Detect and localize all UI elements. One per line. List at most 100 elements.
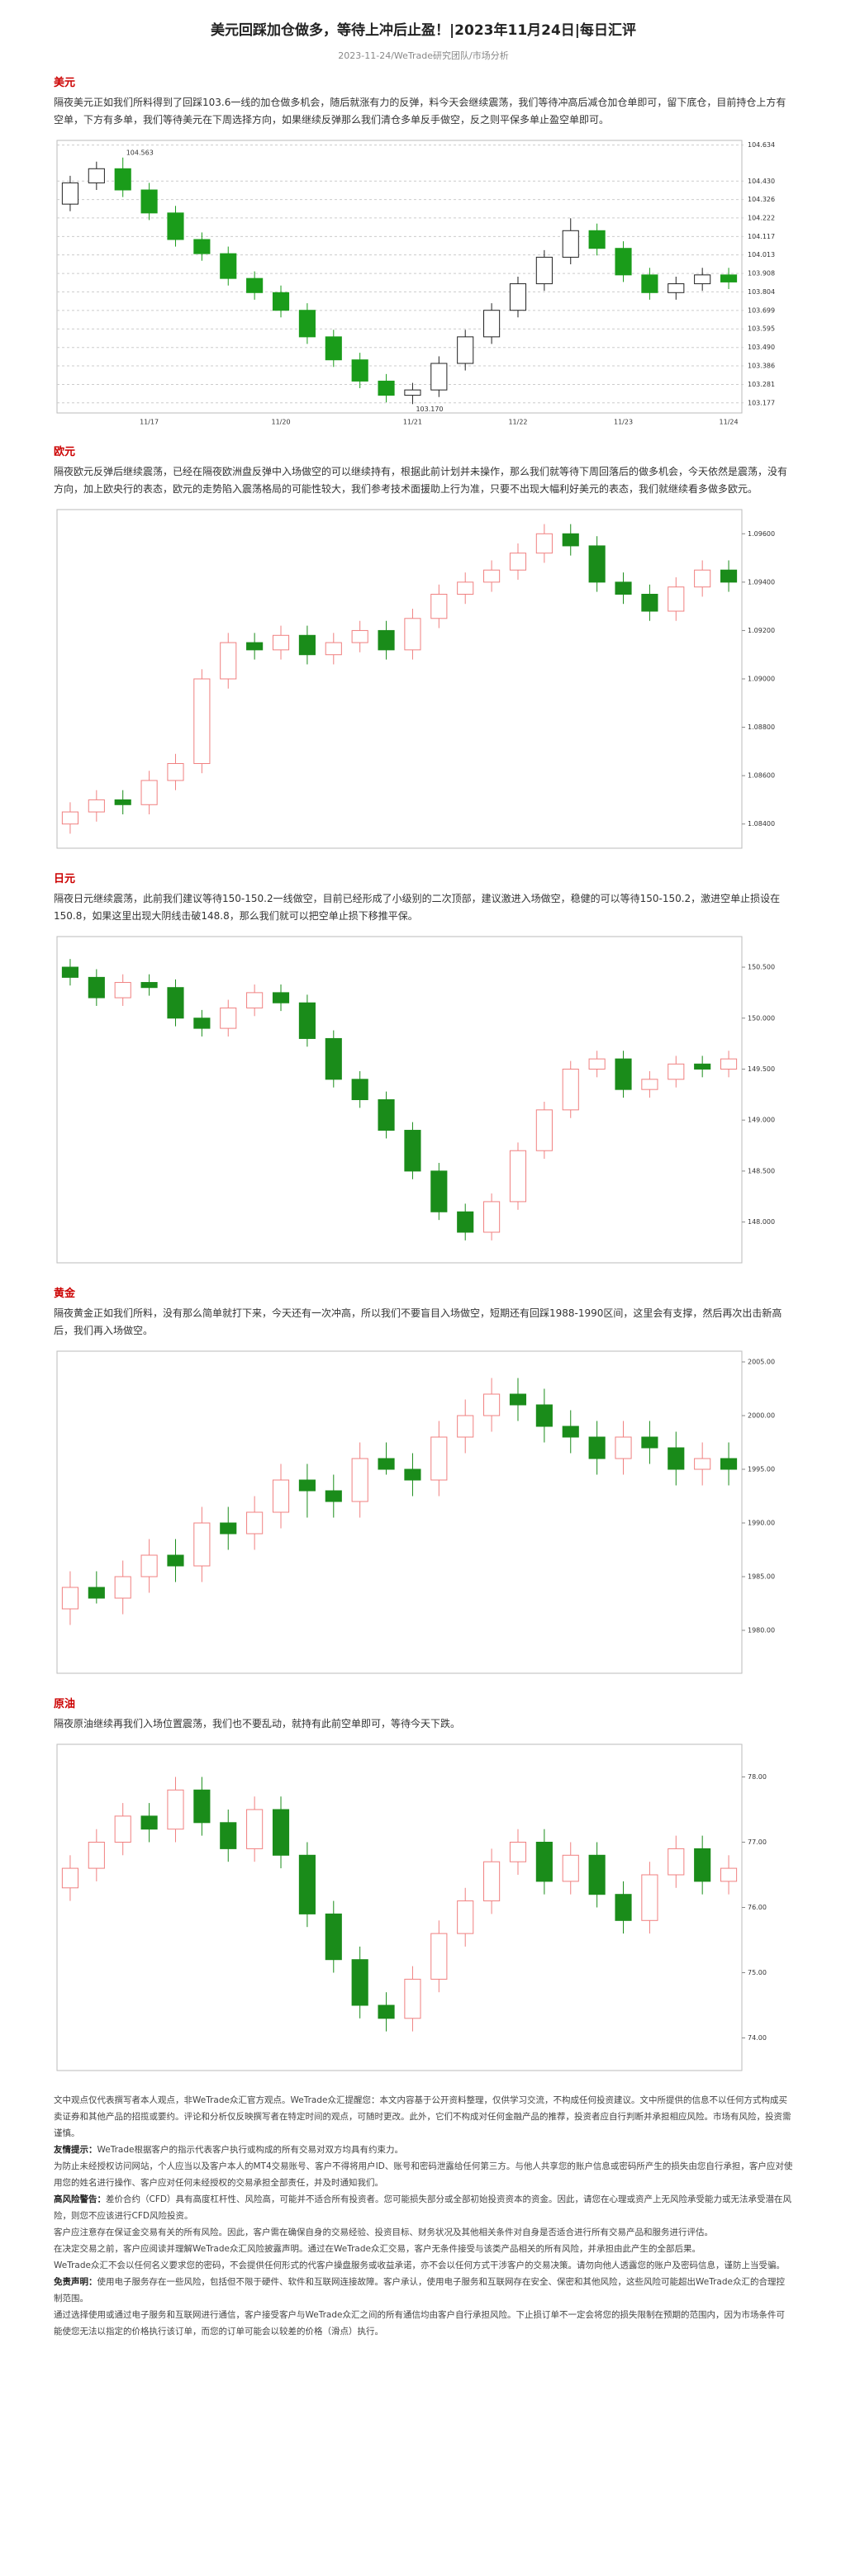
candle-body (720, 569, 738, 583)
candle-body (272, 1479, 290, 1513)
candle-body (457, 1900, 474, 1934)
candle-body (483, 310, 501, 338)
candle-body (562, 230, 579, 258)
candle-body (378, 1458, 395, 1470)
plot-frame (56, 509, 743, 849)
candle-body (298, 634, 316, 656)
candle-body (325, 1037, 342, 1080)
y-tick-label: 104.326 (748, 196, 775, 203)
disclaimer-label: 高风险警告： (54, 2194, 106, 2204)
candle-body (668, 283, 685, 293)
candle-body (88, 976, 105, 999)
candlestick-chart: 148.000 148.500 149.000 149.500 150.000 150.5… (56, 936, 775, 1264)
candle-body (61, 811, 79, 825)
candle-body (457, 336, 474, 364)
candle-body (641, 274, 658, 293)
y-tick-label: 2000.00 (748, 1412, 775, 1420)
candle-body (167, 763, 184, 781)
candle-body (457, 581, 474, 595)
y-tick-label: 103.490 (748, 344, 775, 351)
candle-body (140, 1815, 158, 1830)
candle-body (430, 363, 448, 391)
y-tick-label: 149.000 (748, 1117, 775, 1124)
candle-body (220, 1522, 237, 1535)
plot-frame (56, 1350, 743, 1674)
plot-frame (56, 140, 743, 414)
page-title: 美元回踩加仓做多，等待上冲后止盈！|2023年11月24日|每日汇评 (210, 22, 637, 39)
candle-body (167, 987, 184, 1019)
disclaimer-paragraph: WeTrade众汇不会以任何名义要求您的密码，不会提供任何形式的代客户操盘服务或… (54, 2257, 793, 2274)
candle-body (641, 1874, 658, 1921)
disclaimer-paragraph: 为防止未经授权访问网站，个人应当以及客户本人的MT4交易账号、客户不得将用户ID… (54, 2158, 793, 2191)
y-tick-label: 78.00 (748, 1773, 767, 1781)
candle-body (378, 380, 395, 396)
candle-body (404, 618, 421, 651)
disclaimer-label: 免责声明： (54, 2277, 97, 2287)
candle-body (193, 678, 211, 764)
disclaimer-text: 差价合约（CFD）具有高度杠杆性、风险高，可能并不适合所有投资者。您可能损失部分… (54, 2194, 791, 2221)
candle-body (535, 1404, 553, 1427)
candle-body (351, 1079, 368, 1100)
candle-body (114, 982, 131, 999)
section-heading: 原油 (54, 1698, 76, 1710)
candle-body (615, 248, 632, 276)
candle-body (298, 1479, 316, 1492)
candle-body (378, 1099, 395, 1131)
x-tick-label: 11/21 (403, 419, 422, 426)
candle-body (193, 1018, 211, 1029)
section-paragraph: 隔夜黄金正如我们所料，没有那么简单就打下来，今天还有一次冲高，所以我们不要盲目入… (54, 1307, 782, 1336)
candle-body (61, 182, 79, 205)
y-tick-label: 104.222 (748, 214, 775, 221)
candle-body (167, 212, 184, 240)
plot-frame (56, 1743, 743, 2071)
section-paragraph: 隔夜日元继续震荡，此前我们建议等待150-150.2一线做空，目前已经形成了小级… (54, 893, 781, 922)
candle-body (114, 1815, 131, 1843)
candle-body (430, 1436, 448, 1481)
y-tick-label: 76.00 (748, 1904, 767, 1911)
candle-body (668, 1063, 685, 1080)
candle-body (588, 1854, 606, 1895)
candle-body (668, 1848, 685, 1876)
candle-body (61, 1867, 79, 1889)
candle-body (140, 780, 158, 805)
candle-body (325, 642, 342, 656)
x-tick-label: 11/22 (508, 419, 527, 426)
candle-body (430, 1933, 448, 1980)
disclaimer-paragraph: 通过选择使用或通过电子服务和互联网进行通信，客户接受客户与WeTrade众汇之间… (54, 2307, 793, 2340)
candle-body (641, 594, 658, 612)
candle-body (562, 533, 579, 547)
candle-body (509, 1150, 527, 1203)
disclaimer-text: 使用电子服务存在一些风险，包括但不限于硬件、软件和互联网连接故障。客户承认，使用… (54, 2277, 785, 2303)
x-tick-label: 11/24 (720, 419, 739, 426)
candle-body (694, 1458, 711, 1470)
candle-body (246, 992, 264, 1008)
price-annotation: 104.563 (126, 149, 154, 156)
candle-body (641, 1079, 658, 1090)
y-tick-label: 103.908 (748, 270, 775, 278)
y-tick-label: 74.00 (748, 2034, 767, 2042)
candle-body (720, 1058, 738, 1070)
y-tick-label: 2005.00 (748, 1359, 775, 1366)
candle-body (615, 581, 632, 595)
candle-body (88, 1842, 105, 1869)
y-tick-label: 1.08800 (748, 723, 775, 731)
candle-body (351, 359, 368, 382)
y-tick-label: 104.430 (748, 178, 775, 185)
y-tick-label: 104.013 (748, 251, 775, 259)
section-heading: 日元 (54, 873, 76, 885)
candle-body (193, 1789, 211, 1824)
disclaimer-text: 在决定交易之前，客户应阅读并理解WeTrade众汇风险披露声明。通过在WeTra… (54, 2244, 701, 2254)
candle-body (114, 799, 131, 805)
disclaimer-paragraph: 免责声明：使用电子服务存在一些风险，包括但不限于硬件、软件和互联网连接故障。客户… (54, 2274, 793, 2307)
y-tick-label: 103.386 (748, 363, 775, 370)
candle-body (167, 1789, 184, 1830)
candle-body (351, 1458, 368, 1502)
candle-body (535, 256, 553, 285)
y-tick-label: 1980.00 (748, 1627, 775, 1634)
candlestick-chart: 1980.00 1985.00 1990.00 1995.00 2000.00 2005.… (56, 1350, 775, 1674)
candle-body (61, 1587, 79, 1610)
candle-body (509, 1393, 527, 1406)
y-tick-label: 103.595 (748, 325, 775, 333)
candle-body (641, 1436, 658, 1449)
candle-body (404, 1978, 421, 2019)
